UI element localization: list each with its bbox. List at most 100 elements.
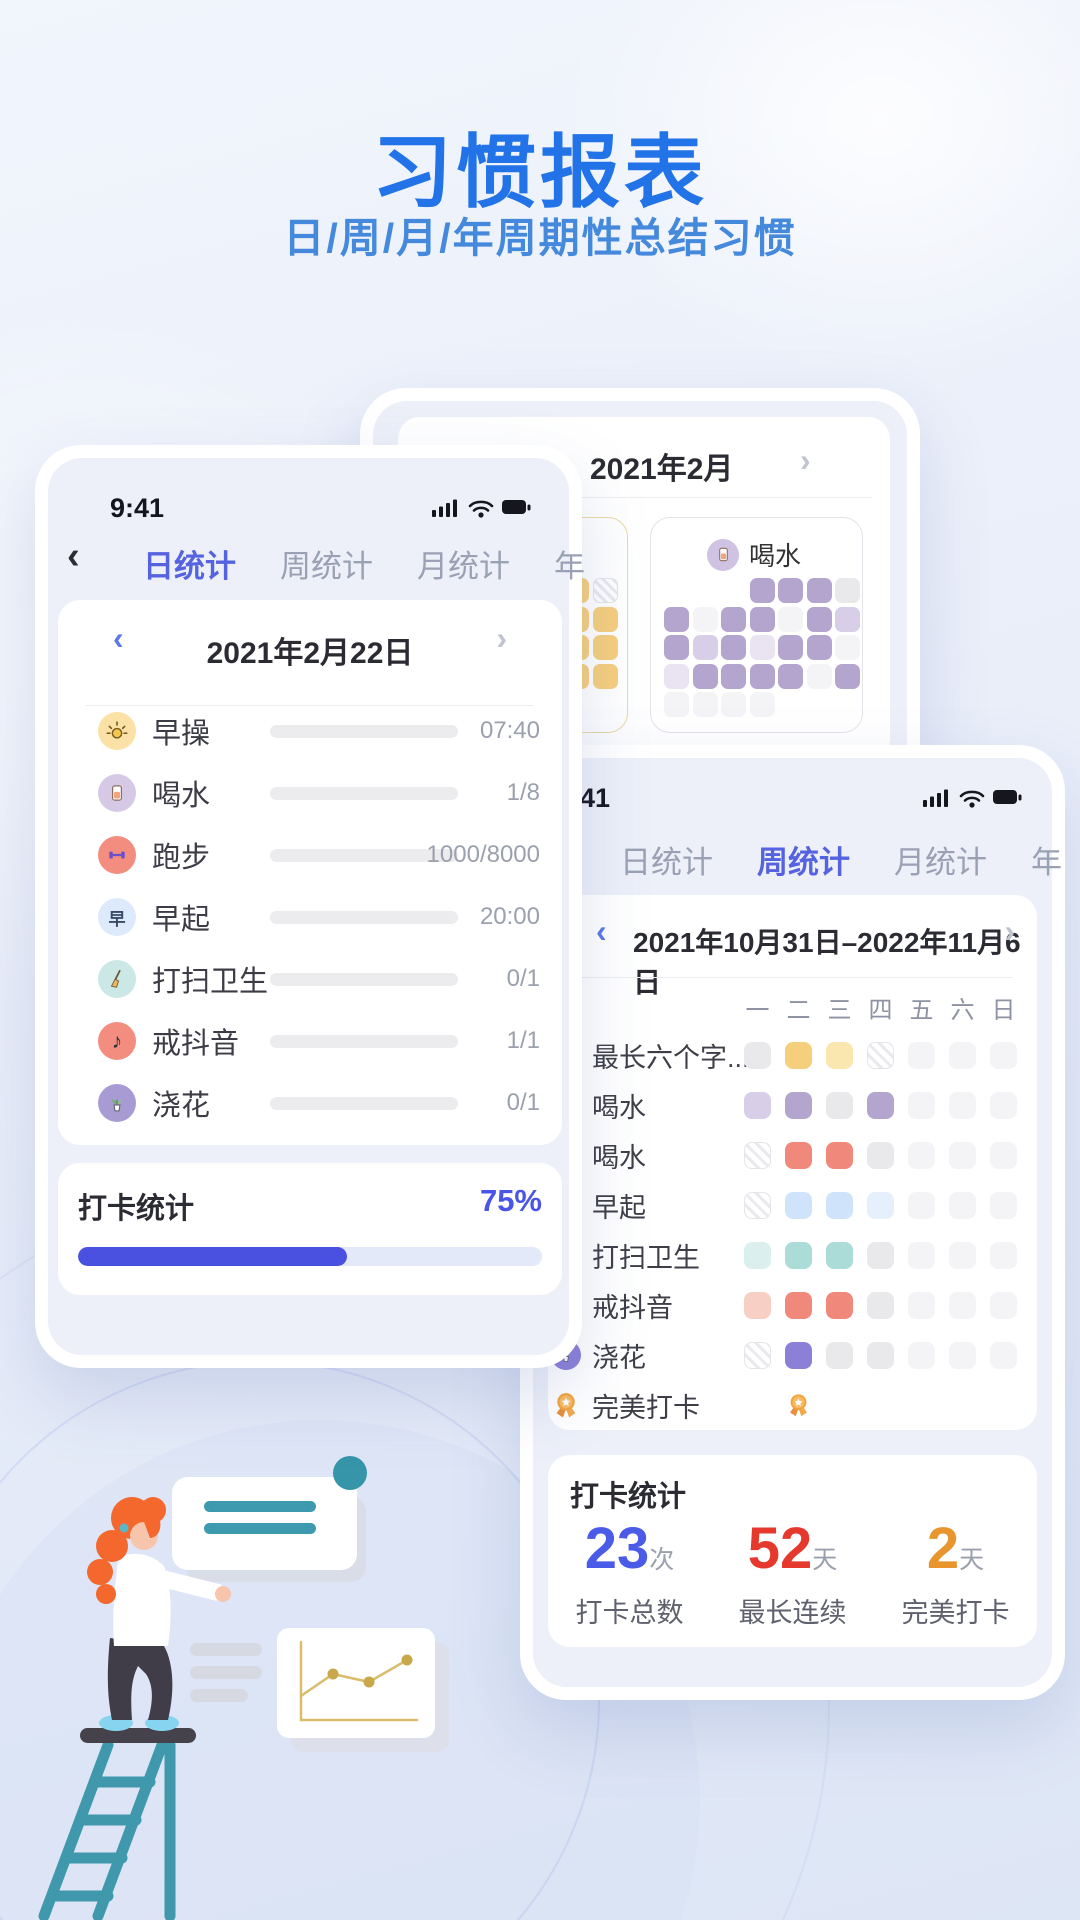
report-tabs: 日统计 周统计 月统计 年 [620,837,1062,882]
week-habit-row: 打扫卫生 [548,1230,1037,1280]
grid-cell-faint [908,1091,935,1119]
checkin-label: 打卡统计 [78,1193,195,1225]
grid-cell-none [949,1392,976,1419]
grid-cell-red [826,1141,853,1169]
week-cells [744,1241,1017,1269]
tab-年[interactable]: 年 [1031,845,1062,880]
habit-row: 跑步 1000/8000 [58,824,562,886]
status-icons [923,787,1023,814]
week-habit-label: 完美打卡 [592,1392,700,1423]
habit-progress-bar [270,724,458,738]
dot-decor [333,1456,367,1490]
weekday-label: 二 [786,997,811,1024]
grid-cell-faint [908,1041,935,1069]
grid-cell-faint [949,1291,976,1319]
habit-progress-bar [270,1096,458,1110]
stat-value: 52天 [747,1516,838,1581]
grid-cell-red [826,1291,853,1319]
prev-day-button[interactable]: ‹ [113,620,124,656]
text-line-decor [190,1666,262,1679]
week-habit-row: 浇花 [548,1330,1037,1380]
tile-habit-label: 喝水 [749,541,802,571]
grid-cell-yellow [785,1041,812,1069]
grid-cell-none [778,692,803,717]
habit-row: ♪ 戒抖音 1/1 [58,1010,562,1072]
grid-cell-faint [692,606,718,632]
text-line-decor [190,1643,262,1656]
habit-label: 戒抖音 [152,1028,240,1060]
stat-value: 23次 [584,1516,675,1581]
back-button[interactable]: ‹ [67,535,80,577]
grid-cell-red [785,1141,812,1169]
grid-cell-purple [806,635,832,660]
dumbbell-icon [98,836,136,874]
week-habit-row: 最长六个字... [548,1030,1037,1080]
grid-cell-hatch [867,1041,894,1069]
grid-cell-hatch [744,1341,771,1369]
next-week-button[interactable]: › [1004,913,1015,949]
grid-cell-faint [990,1291,1017,1319]
stat-unit: 天 [959,1546,985,1574]
week-habit-label: 浇花 [592,1342,646,1373]
presentation-board [172,1477,357,1570]
habit-label: 早起 [152,904,211,936]
grid-cell-faint [949,1041,976,1069]
tab-月统计[interactable]: 月统计 [417,549,510,584]
week-report-card: 9:41 日统计 周统计 月统计年 ‹ 2021年10月31日–2022年11月6日… [520,745,1065,1700]
grid-cell-gray [867,1241,894,1269]
grid-cell-none [835,692,860,717]
grid-cell-lavender [692,635,718,660]
grid-cell-hatch [744,1191,771,1219]
week-cells [744,1191,1017,1219]
habit-month-tile-water: 喝水 [650,517,863,733]
habit-row: 打扫卫生 0/1 [58,948,562,1010]
woman-on-ladder-illustration [38,1497,231,1920]
grid-cell-pink [744,1291,771,1319]
habit-progress-bar [270,786,458,800]
grid-cell-purple [785,1091,812,1119]
grid-cell-faint [949,1191,976,1219]
month-next-chevron-icon[interactable]: › [800,442,811,478]
next-day-button[interactable]: › [496,620,507,656]
grid-cell-purple [867,1091,894,1119]
habit-progress-bar [270,848,458,862]
grid-cell-blue [785,1191,812,1219]
grid-cell-hatch [744,1141,771,1169]
tab-年[interactable]: 年 [554,549,585,584]
tab-日统计[interactable]: 日统计 [620,845,713,880]
grid-cell-blue [826,1191,853,1219]
tab-日统计[interactable]: 日统计 [143,549,236,584]
stat-item: 2天 完美打卡 [874,1517,1037,1630]
grid-cell-none [693,578,718,603]
tab-周统计[interactable]: 周统计 [757,845,850,880]
grid-cell-faint [990,1091,1017,1119]
grid-cell-hatch [592,578,618,603]
weekday-label: 五 [909,997,934,1024]
grid-cell-faint [908,1141,935,1169]
prev-week-button[interactable]: ‹ [596,913,607,949]
page-subtitle: 日/周/月/年周期性总结习惯 [283,215,797,261]
grid-cell-yellow [592,663,618,689]
stat-label: 打卡总数 [575,1597,684,1628]
tab-周统计[interactable]: 周统计 [280,549,373,584]
grid-cell-gray [826,1091,853,1119]
grid-cell-purple [749,663,775,689]
tab-月统计[interactable]: 月统计 [894,845,987,880]
week-habit-row: 早早起 [548,1180,1037,1230]
grid-cell-faint [990,1041,1017,1069]
habit-progress-bar [270,1034,458,1048]
sun-icon [98,712,136,750]
month-title: 2021年2月 [590,453,734,486]
day-report-card: 9:41 ‹ 日统计 周统计 月统计 年 ‹ 2021年2月22日 › 早操 07:40… [35,445,585,1368]
habit-row: 浇花 0/1 [58,1072,562,1134]
day-content-card: ‹ 2021年2月22日 › 早操 07:40 喝水 1/8 跑步 1000/8000 早早… [58,600,562,1145]
week-habit-row: ♪戒抖音 [548,1280,1037,1330]
stat-item: 52天 最长连续 [711,1517,874,1630]
grid-cell-purple [835,663,860,689]
grid-cell-faint [990,1191,1017,1219]
grid-cell-gray [867,1291,894,1319]
habit-row: 早早起 20:00 [58,886,562,948]
grid-cell-teal_light [744,1241,771,1269]
grid-cell-none [721,578,746,603]
month-divider [422,497,872,498]
